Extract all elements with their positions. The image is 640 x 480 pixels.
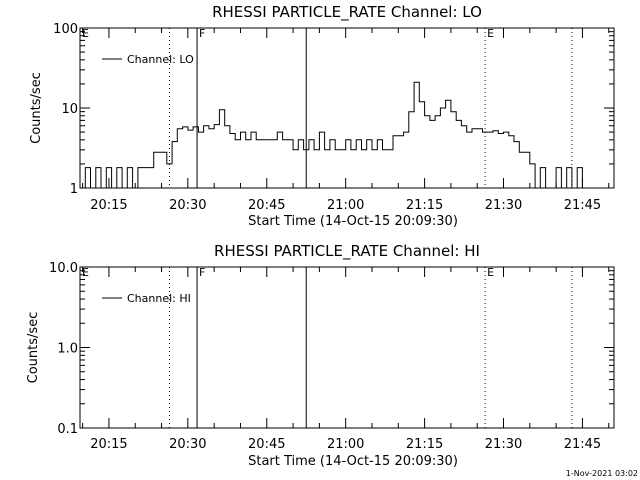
chart-title: RHESSI PARTICLE_RATE Channel: HI [214, 242, 480, 261]
x-tick-label: 21:00 [327, 437, 364, 452]
x-tick-label: 20:15 [90, 198, 127, 213]
x-tick-label: 20:45 [248, 437, 285, 452]
x-tick-label: 20:15 [90, 437, 127, 452]
x-tick-label: 21:15 [406, 198, 443, 213]
marker-label: F [199, 27, 205, 40]
corner-label: E [82, 27, 89, 40]
x-tick-label: 20:45 [248, 198, 285, 213]
x-axis-label: Start Time (14-Oct-15 20:09:30) [248, 454, 458, 469]
x-tick-label: 21:00 [327, 198, 364, 213]
footer-timestamp: 1-Nov-2021 03:02 [566, 469, 638, 478]
y-tick-label: 10.0 [49, 261, 78, 276]
x-tick-label: 21:45 [564, 437, 601, 452]
x-tick-label: 21:45 [564, 198, 601, 213]
corner-label: E [82, 266, 89, 279]
y-tick-label: 0.1 [57, 422, 78, 437]
x-axis-label: Start Time (14-Oct-15 20:09:30) [248, 214, 458, 229]
y-axis-label: Counts/sec [26, 312, 41, 384]
series-line-channel-lo [80, 81, 588, 189]
y-tick-label: 100 [53, 22, 78, 37]
legend-entry: Channel: LO [127, 53, 194, 66]
chart-title: RHESSI PARTICLE_RATE Channel: LO [212, 3, 482, 22]
y-tick-label: 1.0 [57, 342, 78, 357]
marker-label: E [487, 27, 494, 40]
y-axis-label: Counts/sec [29, 72, 44, 144]
y-tick-label: 10 [61, 102, 78, 117]
marker-label: F [199, 266, 205, 279]
x-tick-label: 20:30 [169, 198, 206, 213]
x-tick-label: 21:15 [406, 437, 443, 452]
x-tick-label: 21:30 [485, 198, 522, 213]
marker-label: E [487, 266, 494, 279]
y-tick-label: 1 [70, 182, 78, 197]
x-tick-label: 20:30 [169, 437, 206, 452]
x-tick-label: 21:30 [485, 437, 522, 452]
legend-entry: Channel: HI [127, 292, 191, 305]
